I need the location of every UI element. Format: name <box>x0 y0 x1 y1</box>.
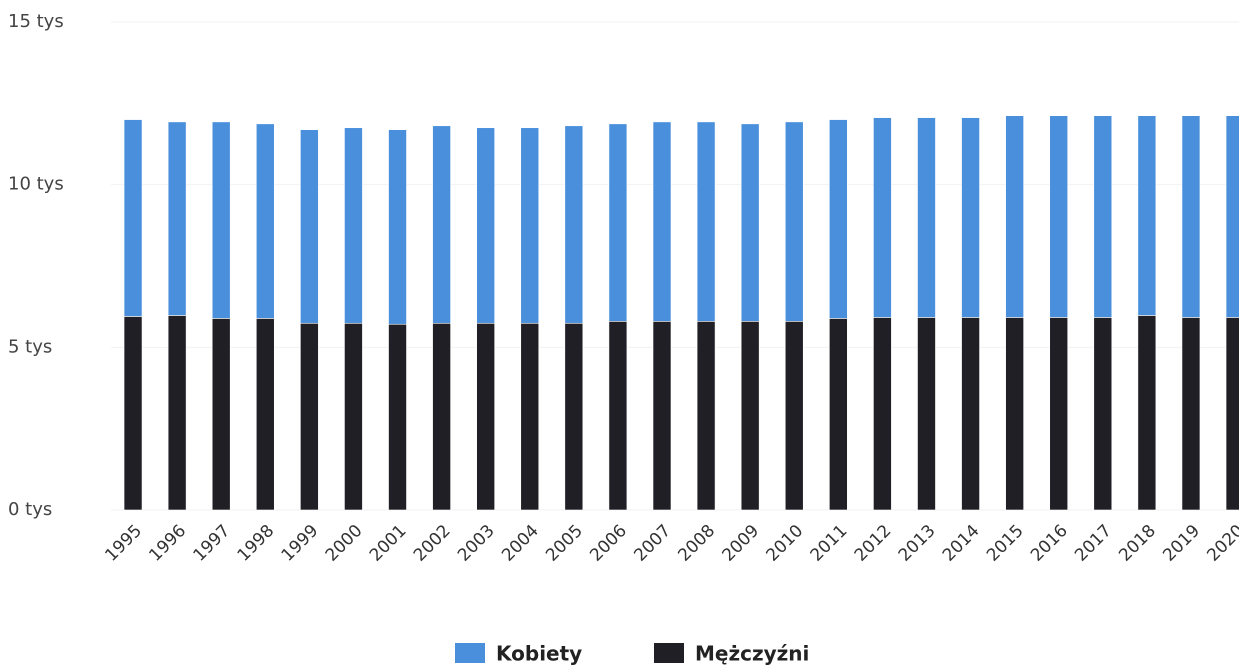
bar-segment <box>1093 317 1113 511</box>
x-tick-label: 2000 <box>322 521 367 566</box>
bar-segment <box>873 117 892 318</box>
bar-segment <box>520 322 540 511</box>
y-tick-label: 5 tys <box>8 336 52 357</box>
bar-segment <box>829 318 848 511</box>
y-tick-label: 10 tys <box>8 174 64 195</box>
x-tick-label: 2015 <box>983 521 1028 566</box>
x-tick-label: 2012 <box>851 521 896 566</box>
bar-segment <box>1225 115 1239 318</box>
bar-segment <box>1181 317 1201 511</box>
x-tick-label: 2006 <box>586 521 631 566</box>
bar-segment <box>1049 115 1069 318</box>
bar-segment <box>608 123 628 322</box>
x-tick-label: 2009 <box>718 521 763 566</box>
bar-segment <box>608 321 628 511</box>
bar-segment <box>388 323 407 511</box>
bar-segment <box>520 127 540 324</box>
legend-swatch <box>654 643 684 663</box>
bar-segment <box>123 119 143 317</box>
x-tick-label: 2020 <box>1203 521 1239 566</box>
bar-segment <box>696 121 716 322</box>
x-tick-label: 2004 <box>498 521 543 566</box>
bar-segment <box>564 125 584 324</box>
bar-segment <box>476 127 495 324</box>
bar-segment <box>1137 315 1157 511</box>
bar-segment <box>652 121 672 322</box>
bar-segment <box>255 318 275 511</box>
bar-segment <box>300 322 319 511</box>
bar-segment <box>1137 115 1157 316</box>
bar-segment <box>784 321 804 511</box>
bar-segment <box>1005 317 1024 511</box>
bar-segment <box>211 121 231 319</box>
x-tick-label: 2011 <box>807 521 852 566</box>
bar-segment <box>344 127 363 324</box>
bar-segment <box>167 121 187 316</box>
x-tick-label: 2008 <box>674 521 719 566</box>
bar-segment <box>961 317 980 511</box>
x-tick-label: 2017 <box>1071 521 1116 566</box>
x-tick-label: 2005 <box>542 521 587 566</box>
legend-swatch <box>455 643 485 663</box>
bar-segment <box>740 321 760 511</box>
x-tick-label: 2016 <box>1027 521 1072 566</box>
bar-segment <box>344 322 363 511</box>
x-tick-label: 2007 <box>630 521 675 566</box>
y-tick-label: 0 tys <box>8 499 52 520</box>
bar-segment <box>917 117 936 318</box>
bar-segment <box>1093 115 1113 318</box>
x-tick-label: 1999 <box>278 521 323 566</box>
bar-segment <box>1005 115 1024 318</box>
x-tick-label: 2019 <box>1159 521 1204 566</box>
bar-segment <box>1049 317 1069 511</box>
bar-segment <box>873 317 892 511</box>
bar-segment <box>476 322 495 511</box>
x-tick-label: 2013 <box>895 521 940 566</box>
x-tick-label: 1995 <box>101 521 146 566</box>
bar-segment <box>696 321 716 511</box>
x-tick-label: 2003 <box>454 521 499 566</box>
x-tick-label: 2010 <box>763 521 808 566</box>
x-tick-label: 2018 <box>1115 521 1160 566</box>
bar-segment <box>740 123 760 322</box>
bar-segment <box>961 117 980 318</box>
legend-label: Kobiety <box>496 642 582 666</box>
bar-segment <box>917 317 936 511</box>
bar-segment <box>829 119 848 319</box>
bar-segment <box>123 316 143 511</box>
bar-segment <box>1225 317 1239 511</box>
bar-segment <box>255 123 275 319</box>
bar-segment <box>564 322 584 511</box>
bar-segment <box>388 129 407 325</box>
x-tick-label: 1997 <box>190 521 235 566</box>
bar-segment <box>211 318 231 511</box>
legend-label: Mężczyźni <box>695 642 809 666</box>
bar-segment <box>652 321 672 511</box>
x-tick-label: 2014 <box>939 521 984 566</box>
x-tick-label: 2001 <box>366 521 411 566</box>
x-tick-label: 1998 <box>234 521 279 566</box>
bar-segment <box>167 315 187 511</box>
x-tick-label: 1996 <box>145 521 190 566</box>
bar-segment <box>432 322 451 511</box>
bar-segment <box>300 129 319 324</box>
y-tick-label: 15 tys <box>8 11 64 32</box>
x-tick-label: 2002 <box>410 521 455 566</box>
bar-segment <box>432 125 451 324</box>
bar-segment <box>1181 115 1201 318</box>
bar-segment <box>784 121 804 322</box>
